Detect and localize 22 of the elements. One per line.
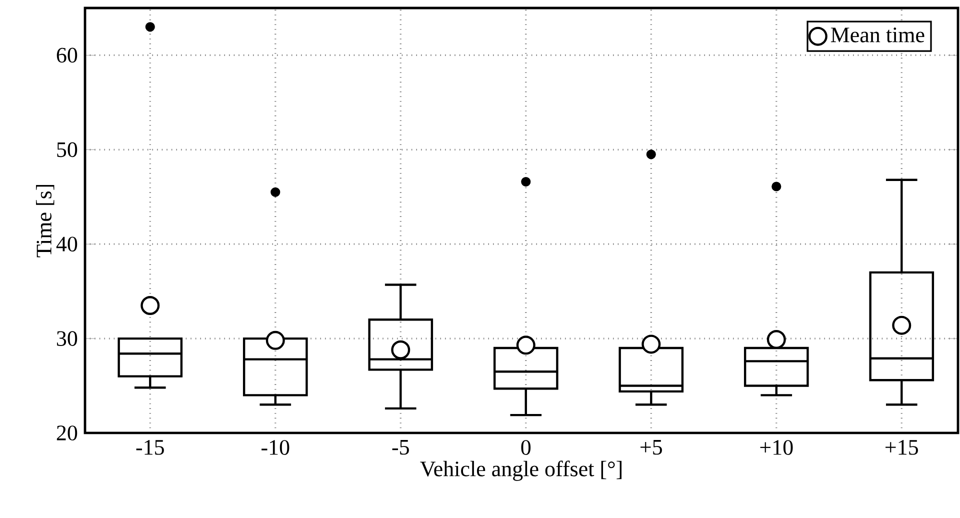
x-tick-label: -10	[262, 440, 290, 455]
legend-label: Mean time	[830, 28, 924, 42]
x-axis-title: Vehicle angle offset [°]	[420, 460, 622, 481]
y-axis-title: Time [s]	[36, 184, 54, 258]
x-tick-label: +5	[640, 440, 662, 455]
point	[516, 336, 536, 355]
y-tick-label: 50	[57, 142, 78, 158]
point	[892, 316, 912, 335]
point	[391, 340, 410, 360]
point	[642, 334, 661, 354]
point	[266, 330, 285, 350]
point	[140, 296, 160, 315]
x-tick-label: 0	[521, 440, 531, 455]
y-tick-label: 60	[56, 48, 78, 63]
x-tick-label: +10	[760, 440, 793, 455]
point	[766, 330, 786, 349]
y-tick-label: 20	[56, 426, 78, 440]
x-tick-label: +15	[886, 440, 918, 455]
y-tick-label: 40	[56, 236, 78, 252]
x-tick-label: -5	[392, 440, 409, 455]
y-tick-label: 30	[57, 331, 78, 346]
x-tick-label: -15	[136, 440, 164, 455]
